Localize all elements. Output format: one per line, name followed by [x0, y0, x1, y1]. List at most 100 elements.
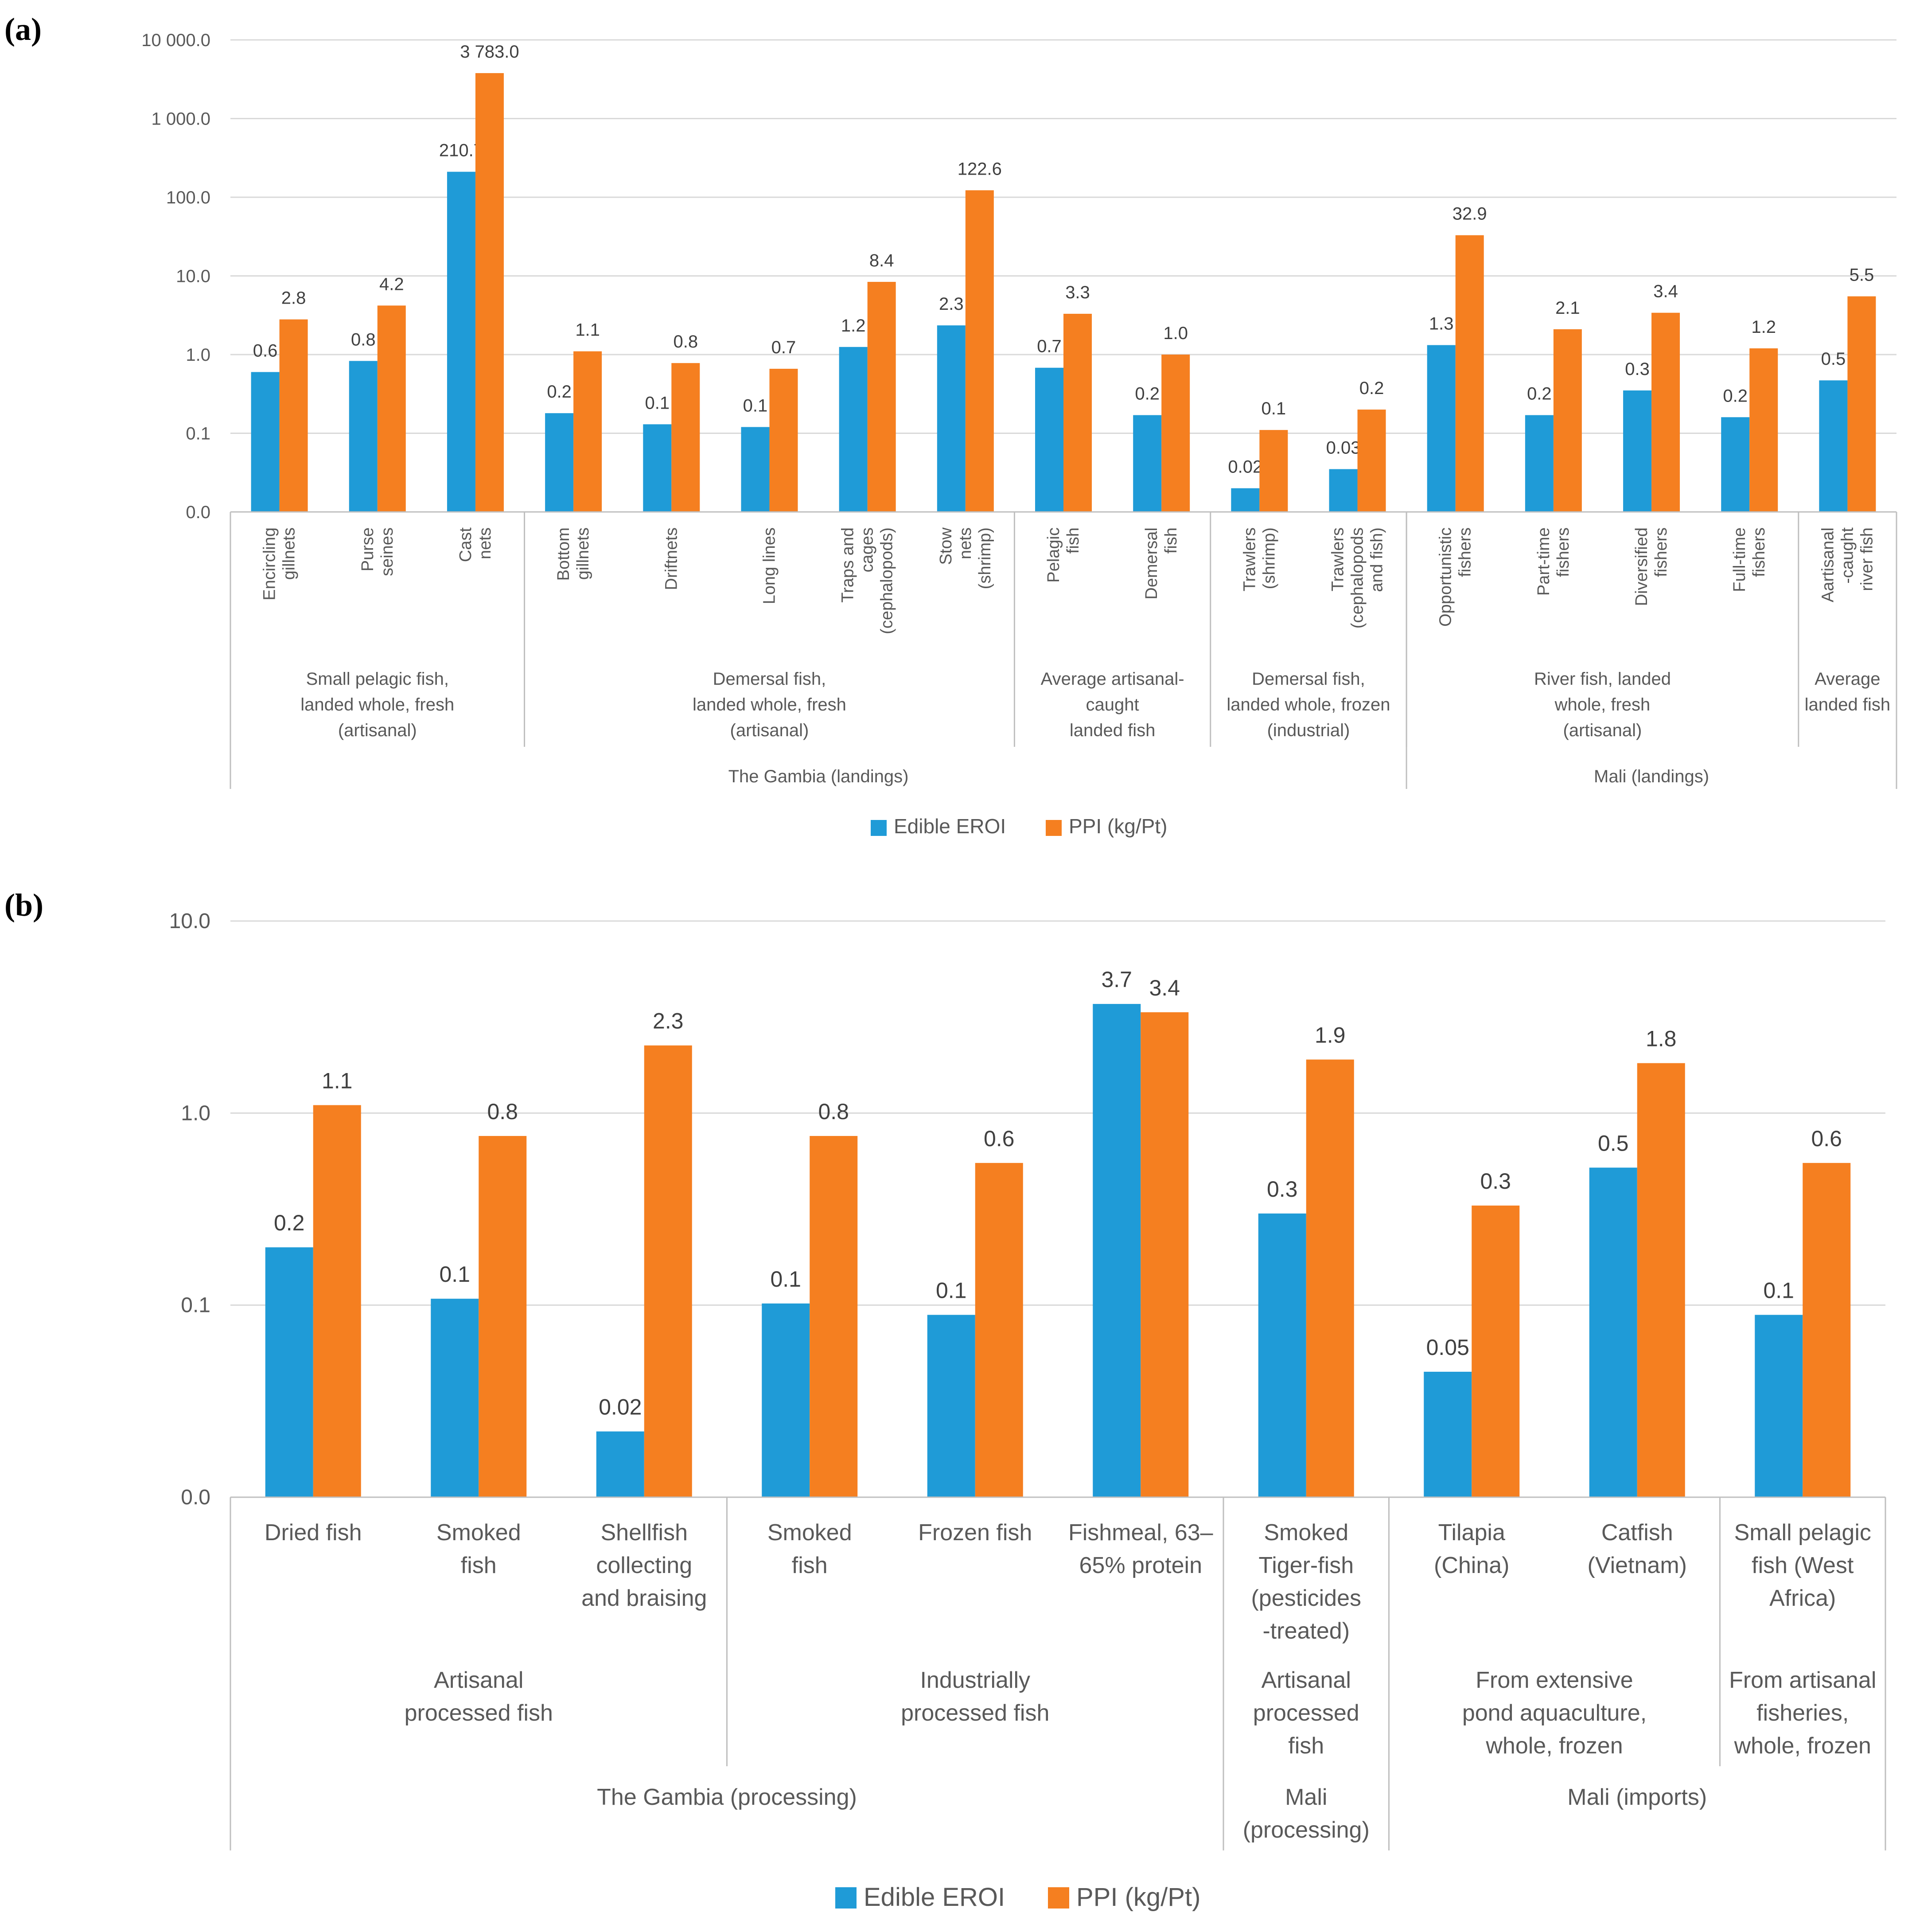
category-label: cages — [858, 527, 877, 572]
category-label: fish — [1064, 527, 1083, 554]
category-label: Cast — [456, 527, 475, 562]
data-label-edible-eroi: 0.02 — [599, 1395, 642, 1420]
bar-ppi — [279, 319, 308, 512]
data-label-edible-eroi: 2.3 — [939, 294, 964, 314]
category-label: Smoked — [1264, 1520, 1348, 1546]
legend-swatch-ppi — [1046, 820, 1062, 836]
data-label-ppi: 3 783.0 — [460, 42, 519, 62]
y-tick-label: 0.1 — [181, 1294, 210, 1317]
bar-ppi — [671, 363, 700, 512]
category-label: collecting — [596, 1553, 692, 1578]
legend-label-ppi: PPI (kg/Pt) — [1069, 815, 1167, 838]
data-label-ppi: 32.9 — [1452, 204, 1487, 224]
bar-edible-eroi — [927, 1315, 975, 1497]
data-label-ppi: 1.2 — [1751, 317, 1776, 337]
group-label: (artisanal) — [1563, 721, 1642, 740]
group-label: Demersal fish, — [1252, 669, 1365, 689]
group-label: landed whole, frozen — [1227, 695, 1390, 714]
group-label: From extensive — [1476, 1667, 1633, 1693]
category-label: and braising — [581, 1585, 707, 1611]
group-label: (industrial) — [1267, 721, 1350, 740]
bar-ppi — [867, 281, 896, 512]
category-label: river fish — [1857, 527, 1876, 591]
category-label: fishers — [1750, 527, 1768, 577]
category-label: Opportunistic — [1437, 527, 1455, 627]
bar-ppi — [1455, 235, 1484, 512]
supergroup-label: Mali (imports) — [1567, 1784, 1707, 1810]
data-label-edible-eroi: 0.6 — [253, 341, 278, 360]
data-label-edible-eroi: 0.2 — [274, 1210, 305, 1235]
category-label: (pesticides — [1251, 1585, 1361, 1611]
group-label: Artisanal — [1262, 1667, 1351, 1693]
bar-edible-eroi — [1755, 1315, 1803, 1497]
data-label-edible-eroi: 1.2 — [841, 316, 866, 336]
data-label-edible-eroi: 0.3 — [1625, 359, 1650, 379]
category-label: Small pelagic — [1734, 1520, 1871, 1546]
y-tick-label: 10 000.0 — [141, 31, 210, 50]
y-tick-label: 0.1 — [186, 424, 210, 444]
category-label: Africa) — [1769, 1585, 1836, 1611]
category-label: Encircling — [261, 527, 279, 601]
data-label-ppi: 0.8 — [487, 1099, 518, 1124]
data-label-edible-eroi: 0.1 — [743, 396, 768, 415]
data-label-ppi: 0.1 — [1262, 399, 1286, 418]
bar-ppi — [1749, 348, 1778, 512]
data-label-edible-eroi: 0.02 — [1228, 457, 1262, 477]
category-label: Part-time — [1534, 527, 1553, 596]
group-label: landed fish — [1070, 721, 1155, 740]
bar-edible-eroi — [839, 347, 868, 512]
category-label: -caught — [1838, 527, 1857, 584]
y-tick-label: 0.0 — [186, 503, 210, 522]
bar-ppi — [1472, 1205, 1520, 1497]
data-label-ppi: 4.2 — [379, 274, 404, 294]
category-label: Full-time — [1730, 527, 1749, 592]
bar-ppi — [644, 1045, 692, 1497]
bar-ppi — [377, 305, 406, 512]
data-label-edible-eroi: 0.03 — [1326, 438, 1361, 457]
category-label: (China) — [1434, 1553, 1510, 1578]
group-label: Small pelagic fish, — [306, 669, 449, 689]
legend-swatch-edible-eroi — [871, 820, 887, 836]
group-label: whole, frozen — [1485, 1733, 1623, 1759]
group-label: Industrially — [920, 1667, 1030, 1693]
category-label: Demersal — [1142, 527, 1161, 600]
category-label: Smoked — [436, 1520, 521, 1546]
bar-ppi — [1651, 312, 1680, 512]
data-label-ppi: 5.5 — [1850, 265, 1874, 285]
category-label: fish — [461, 1553, 497, 1578]
category-label: Smoked — [767, 1520, 852, 1546]
bar-ppi — [1637, 1063, 1685, 1497]
category-label: Dried fish — [265, 1520, 362, 1546]
legend-label-ppi: PPI (kg/Pt) — [1076, 1883, 1200, 1912]
category-label: (shrimp) — [1260, 527, 1278, 589]
group-label: Artisanal — [434, 1667, 523, 1693]
group-label: landed fish — [1805, 695, 1890, 714]
bar-ppi — [810, 1136, 858, 1497]
bar-ppi — [573, 351, 602, 512]
group-label: River fish, landed — [1534, 669, 1671, 689]
bar-edible-eroi — [937, 325, 966, 512]
category-label: 65% protein — [1079, 1553, 1202, 1578]
group-label: whole, frozen — [1734, 1733, 1871, 1759]
group-label: pond aquaculture, — [1462, 1700, 1647, 1726]
bar-ppi — [1553, 329, 1582, 512]
category-label: Long lines — [760, 527, 779, 604]
bar-edible-eroi — [431, 1299, 479, 1497]
category-label: Diversified — [1632, 527, 1651, 606]
bar-edible-eroi — [1258, 1213, 1306, 1497]
category-label: -treated) — [1262, 1618, 1350, 1644]
group-label: Average artisanal- — [1041, 669, 1184, 689]
category-label: gillnets — [280, 527, 299, 580]
category-label: Driftnets — [662, 527, 681, 590]
bar-ppi — [479, 1136, 527, 1497]
legend-label-edible-eroi: Edible EROI — [864, 1883, 1005, 1912]
data-label-ppi: 3.3 — [1065, 283, 1090, 302]
data-label-edible-eroi: 0.1 — [936, 1278, 967, 1303]
bar-edible-eroi — [1093, 1004, 1141, 1497]
data-label-ppi: 3.4 — [1653, 282, 1678, 301]
category-label: Pelagic — [1044, 527, 1063, 583]
category-label: Purse — [358, 527, 377, 571]
bar-edible-eroi — [762, 1303, 810, 1497]
group-label: processed fish — [405, 1700, 553, 1726]
